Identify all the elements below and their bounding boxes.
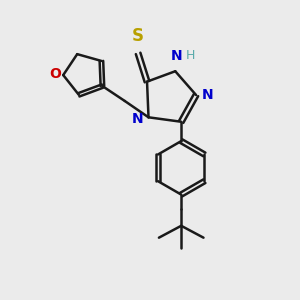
Text: N: N xyxy=(171,49,183,63)
Text: N: N xyxy=(131,112,143,126)
Text: S: S xyxy=(132,27,144,45)
Text: N: N xyxy=(201,88,213,102)
Text: O: O xyxy=(49,67,61,81)
Text: H: H xyxy=(186,49,195,62)
